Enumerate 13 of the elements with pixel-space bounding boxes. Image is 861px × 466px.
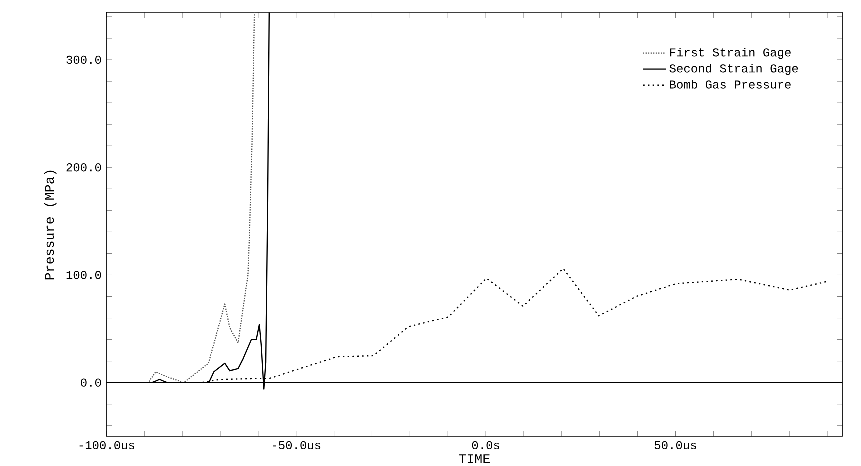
legend-label: Second Strain Gage bbox=[670, 64, 798, 76]
y-tick-label: 0.0 bbox=[81, 378, 102, 387]
legend-label: First Strain Gage bbox=[670, 48, 791, 60]
x-axis-title: TIME bbox=[459, 454, 490, 464]
x-tick-label: -50.0us bbox=[273, 441, 321, 450]
x-tick-label: -100.0us bbox=[80, 441, 134, 450]
y-axis-title: Pressure (MPa) bbox=[44, 170, 57, 280]
x-tick-label: 50.0us bbox=[654, 441, 696, 450]
x-tick-label: 0.0s bbox=[472, 441, 500, 450]
y-tick-label: 100.0 bbox=[66, 271, 102, 280]
y-tick-label: 300.0 bbox=[66, 56, 102, 64]
y-tick-label: 200.0 bbox=[66, 164, 102, 172]
legend-label: Bomb Gas Pressure bbox=[670, 80, 791, 89]
